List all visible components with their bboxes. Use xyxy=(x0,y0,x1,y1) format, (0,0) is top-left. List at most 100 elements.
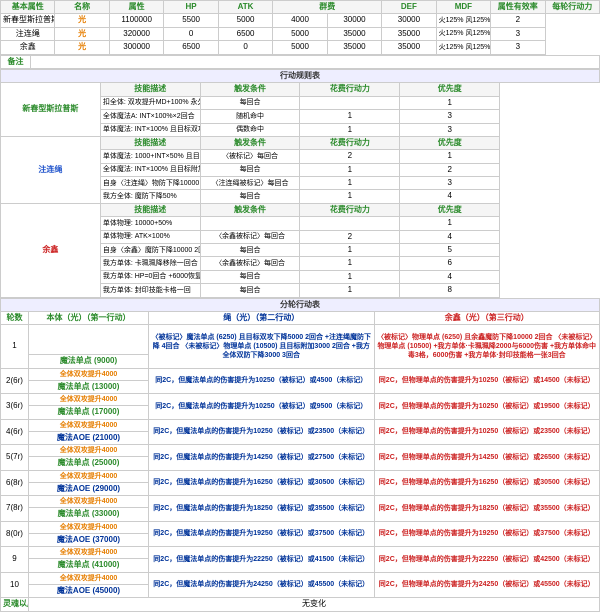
h-def: DEF xyxy=(382,1,436,14)
col2-hdr: 绳（光）（第二行动） xyxy=(149,311,375,324)
stat-atk: 6500 xyxy=(164,41,218,54)
skill-desc: 我方单体: HP=0回合 +6000恢复 xyxy=(100,270,200,283)
round-num: 6(8r) xyxy=(1,470,29,495)
stat-int: 5000 xyxy=(218,14,272,27)
col1-hdr: 本体（光）（第一行动） xyxy=(29,311,149,324)
stat-res: 火125% 风125% 水125% 雷200% xyxy=(436,14,490,27)
round-c2: 同2C，但魔法单点的伤害提升为18250（被标记）或35500（未标记） xyxy=(149,496,375,521)
sub2: 〈被标记〉魔法单点 (6250) 且目标双攻下降5000 2回合 +注连绳魔防下… xyxy=(149,325,375,368)
skill-trig: 每回合 xyxy=(200,284,300,297)
stat-name: 余鑫 xyxy=(1,41,55,54)
sub3: 〈被标记〉物理单点 (6250) 且余鑫魔防下降10000 2回合 〈未被标记〉… xyxy=(374,325,600,368)
skill-prio: 1 xyxy=(400,217,500,230)
stat-res: 火125% 风125% 水125% 雷200% xyxy=(436,27,490,40)
stat-atk: 5500 xyxy=(164,14,218,27)
round-c1a: 全体双攻提升4000 xyxy=(29,521,149,533)
skill-trig xyxy=(200,217,300,230)
round-c3: 同2C，但物理单点的伤害提升为18250（被标记）或35500（未标记） xyxy=(374,496,600,521)
skill-prio: 3 xyxy=(400,110,500,123)
skill-desc: 我方单体: 卡珮珮降移除一回合 xyxy=(100,257,200,270)
round-c1a: 全体双攻提升4000 xyxy=(29,496,149,508)
ac-h-trig: 触发条件 xyxy=(200,203,300,216)
action-owner: 新春型斯拉普斯 xyxy=(1,83,101,137)
stat-def: 35000 xyxy=(327,27,381,40)
round-num: 4(6r) xyxy=(1,419,29,444)
skill-cost xyxy=(300,96,400,109)
skill-cost xyxy=(300,217,400,230)
ac-h-cost: 花费行动力 xyxy=(300,83,400,96)
stat-hp: 1100000 xyxy=(109,14,163,27)
round-c1b: 魔法单点 (33000) xyxy=(29,508,149,521)
stat-name: 注连绳 xyxy=(1,27,55,40)
skill-desc: 全体魔法A: INT×100%×2回合 xyxy=(100,110,200,123)
stat-def: 30000 xyxy=(327,14,381,27)
note-row: 备注 xyxy=(0,55,600,69)
stat-name: 新春型斯拉普斯 xyxy=(1,14,55,27)
rounds-table: 分轮行动表 轮数 本体（光）（第一行动） 绳（光）（第二行动） 余鑫（光）（第三… xyxy=(0,298,600,612)
round-c1a: 全体双攻提升4000 xyxy=(29,547,149,559)
footer-label: 灵魂以后 xyxy=(1,598,29,611)
skill-cost: 2 xyxy=(300,230,400,243)
h-name: 名称 xyxy=(55,1,109,14)
stat-act: 2 xyxy=(491,14,545,27)
stat-act: 3 xyxy=(491,27,545,40)
skill-prio: 5 xyxy=(400,244,500,257)
ac-h-prio: 优先度 xyxy=(400,203,500,216)
skill-desc: 单体物理: ATK×100% xyxy=(100,230,200,243)
round-c1a: 全体双攻提升4000 xyxy=(29,394,149,406)
round-num: 10 xyxy=(1,572,29,597)
action-owner: 注连绳 xyxy=(1,136,101,203)
skill-cost: 1 xyxy=(300,163,400,176)
skill-desc: 全体魔法: INT×100% 且目标附加3000 2回合 xyxy=(100,163,200,176)
h-hp: HP xyxy=(164,1,218,14)
skill-prio: 4 xyxy=(400,230,500,243)
round-c1a: 全体双攻提升4000 xyxy=(29,368,149,380)
sub1: 魔法单点 (9000) xyxy=(29,355,149,368)
round-c3: 同2C，但物理单点的伤害提升为24250（被标记）或45500（未标记） xyxy=(374,572,600,597)
skill-prio: 6 xyxy=(400,257,500,270)
skill-cost: 1 xyxy=(300,270,400,283)
round-num: 5(7r) xyxy=(1,445,29,470)
skill-trig: 偶数命中 xyxy=(200,123,300,136)
skill-trig: 每回合 xyxy=(200,244,300,257)
round-c3: 同2C，但物理单点的伤害提升为10250（被标记）或19500（未标记） xyxy=(374,394,600,419)
round-num: 2(6r) xyxy=(1,368,29,393)
skill-desc: 我方单体: 封印技能卡格一回 xyxy=(100,284,200,297)
skill-trig: 〈余鑫被标记〉每回合 xyxy=(200,230,300,243)
h-act: 每轮行动力 xyxy=(545,1,599,14)
stat-res: 火125% 风125% 水125% 雷200% xyxy=(436,41,490,54)
skill-trig: 〈余鑫被标记〉每回合 xyxy=(200,257,300,270)
skill-prio: 2 xyxy=(400,163,500,176)
stat-int: 6500 xyxy=(218,27,272,40)
round-c1a: 全体双攻提升4000 xyxy=(29,419,149,431)
round-c1a: 全体双攻提升4000 xyxy=(29,445,149,457)
round-c1b: 魔法单点 (41000) xyxy=(29,559,149,572)
stat-mdf: 30000 xyxy=(382,14,436,27)
h-atk: ATK xyxy=(218,1,272,14)
round-c1b: 魔法AOE (21000) xyxy=(29,431,149,444)
round-num: 9 xyxy=(1,547,29,572)
skill-trig: 每回合 xyxy=(200,190,300,203)
ac-h-prio: 优先度 xyxy=(400,83,500,96)
round-c2: 同2C，但魔法单点的伤害提升为16250（被标记）或30500（未标记） xyxy=(149,470,375,495)
round-c2: 同2C，但魔法单点的伤害提升为24250（被标记）或45500（未标记） xyxy=(149,572,375,597)
skill-desc: 单体魔法: 1000+INT×50% 且目标双攻下降5000 2回合 xyxy=(100,150,200,163)
stat-attr: 光 xyxy=(55,27,109,40)
ac-h-skill: 技能描述 xyxy=(100,136,200,149)
stat-mnd: 5000 xyxy=(273,41,327,54)
r1-num: 1 xyxy=(1,325,29,368)
skill-cost: 1 xyxy=(300,177,400,190)
round-c1b: 魔法AOE (37000) xyxy=(29,533,149,546)
skill-desc: 单体魔法: INT×100% 且目标双攻下降30% 2回合 xyxy=(100,123,200,136)
skill-prio: 4 xyxy=(400,270,500,283)
rounds-title: 分轮行动表 xyxy=(1,298,600,311)
skill-trig: 〈注连绳被标记〉每回合 xyxy=(200,177,300,190)
skill-desc: 我方全体: 魔防下降50% xyxy=(100,190,200,203)
stat-mnd: 5000 xyxy=(273,27,327,40)
skill-prio: 1 xyxy=(400,96,500,109)
ac-h-cost: 花费行动力 xyxy=(300,136,400,149)
skill-prio: 3 xyxy=(400,177,500,190)
skill-desc: 自身〈余鑫〉魔防下降10000 2回合 xyxy=(100,244,200,257)
round-num: 3(6r) xyxy=(1,394,29,419)
stat-act: 3 xyxy=(491,41,545,54)
